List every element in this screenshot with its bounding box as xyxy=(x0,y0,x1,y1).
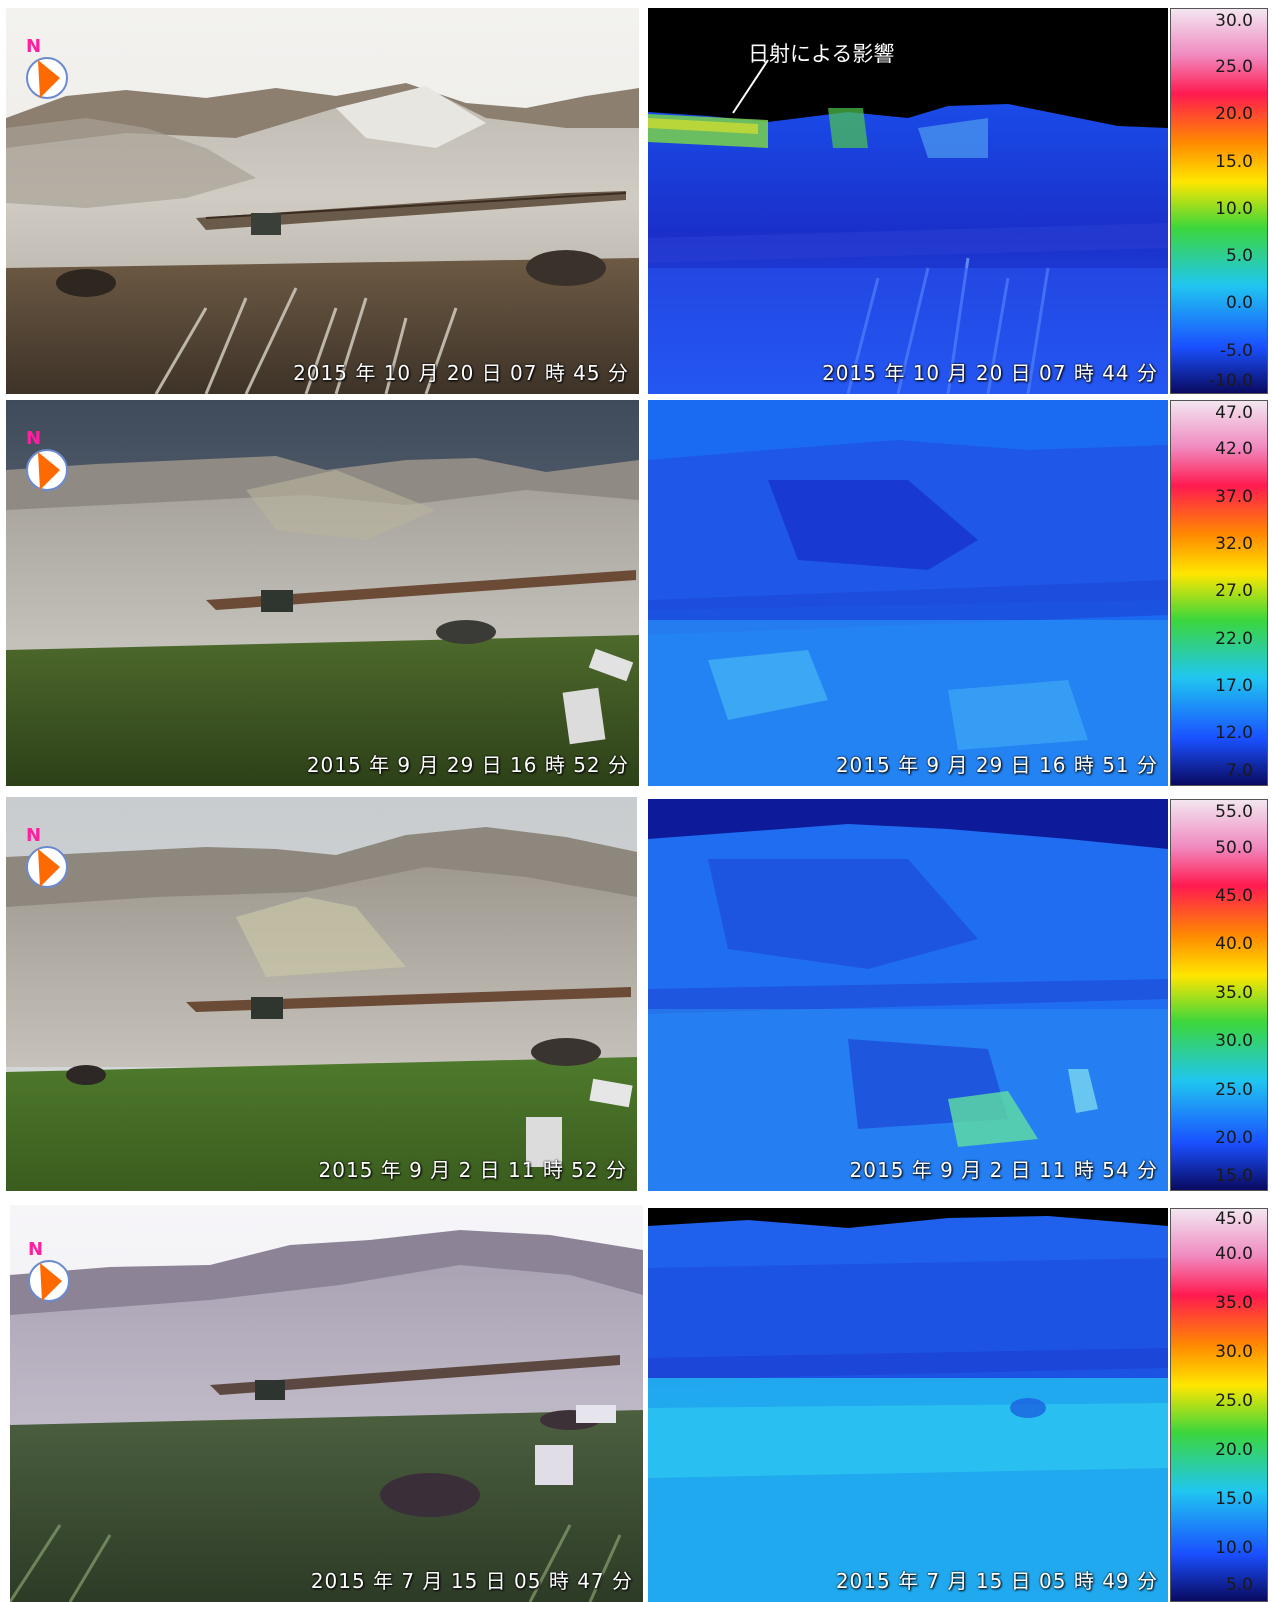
scale-tick: 47.0 xyxy=(1215,403,1253,423)
scale-tick: 17.0 xyxy=(1215,676,1253,696)
scale-tick: 25.0 xyxy=(1215,1391,1253,1411)
photo-timestamp-2: 2015 年 9 月 29 日 16 時 52 分 xyxy=(306,753,629,777)
scale-tick: 30.0 xyxy=(1215,1342,1253,1362)
scale-tick: 10.0 xyxy=(1215,1538,1253,1558)
temperature-scale-4: 45.0 40.0 35.0 30.0 25.0 20.0 15.0 10.0 … xyxy=(1170,1208,1268,1602)
image-row-1: N 2015 年 10 月 20 日 07 時 45 分 日射に xyxy=(0,8,1272,394)
scale-tick: 0.0 xyxy=(1225,293,1253,313)
scale-tick: 30.0 xyxy=(1215,11,1253,31)
scale-tick: 25.0 xyxy=(1215,1080,1253,1100)
thermal-timestamp-4: 2015 年 7 月 15 日 05 時 49 分 xyxy=(835,1569,1158,1593)
visible-photo-4: N 2015 年 7 月 15 日 05 時 47 分 xyxy=(10,1205,643,1602)
scale-tick: 15.0 xyxy=(1215,152,1253,172)
scale-tick: 15.0 xyxy=(1215,1166,1253,1186)
photo-timestamp-1: 2015 年 10 月 20 日 07 時 45 分 xyxy=(293,361,629,385)
temperature-scale-3: 55.0 50.0 45.0 40.0 35.0 30.0 25.0 20.0 … xyxy=(1170,799,1268,1191)
image-row-2: N 2015 年 9 月 29 日 16 時 52 分 2015 年 9 月 2… xyxy=(0,400,1272,786)
thermal-image-4: 2015 年 7 月 15 日 05 時 49 分 xyxy=(648,1208,1168,1602)
scale-tick: 45.0 xyxy=(1215,886,1253,906)
scale-tick: 5.0 xyxy=(1225,246,1253,266)
solar-effect-annotation: 日射による影響 xyxy=(748,42,895,66)
compass-n-label: N xyxy=(26,36,41,57)
scale-tick: 10.0 xyxy=(1215,199,1253,219)
thermal-image-3: 2015 年 9 月 2 日 11 時 54 分 xyxy=(648,799,1168,1191)
image-row-4: N 2015 年 7 月 15 日 05 時 47 分 2015 年 7 月 1… xyxy=(0,1205,1272,1602)
scale-tick: -5.0 xyxy=(1219,341,1253,361)
scale-tick: 37.0 xyxy=(1215,487,1253,507)
scale-tick: 27.0 xyxy=(1215,581,1253,601)
thermal-image-2: 2015 年 9 月 29 日 16 時 51 分 xyxy=(648,400,1168,786)
scale-tick: -10.0 xyxy=(1209,371,1253,391)
visible-photo-3: N 2015 年 9 月 2 日 11 時 52 分 xyxy=(6,797,637,1191)
scale-tick: 15.0 xyxy=(1215,1489,1253,1509)
scale-tick: 5.0 xyxy=(1225,1575,1253,1595)
photo-timestamp-3: 2015 年 9 月 2 日 11 時 52 分 xyxy=(318,1158,627,1182)
visible-photo-2: N 2015 年 9 月 29 日 16 時 52 分 xyxy=(6,400,639,786)
scale-tick: 30.0 xyxy=(1215,1031,1253,1051)
temperature-scale-1: 30.0 25.0 20.0 15.0 10.0 5.0 0.0 -5.0 -1… xyxy=(1170,8,1268,394)
photo-timestamp-4: 2015 年 7 月 15 日 05 時 47 分 xyxy=(310,1569,633,1593)
scale-tick: 12.0 xyxy=(1215,723,1253,743)
temperature-scale-2: 47.0 42.0 37.0 32.0 27.0 22.0 17.0 12.0 … xyxy=(1170,400,1268,786)
scale-tick: 42.0 xyxy=(1215,439,1253,459)
thermal-timestamp-1: 2015 年 10 月 20 日 07 時 44 分 xyxy=(822,361,1158,385)
scale-tick: 35.0 xyxy=(1215,983,1253,1003)
scale-tick: 25.0 xyxy=(1215,57,1253,77)
scale-tick: 20.0 xyxy=(1215,1128,1253,1148)
scale-tick: 45.0 xyxy=(1215,1209,1253,1229)
north-compass-icon: N xyxy=(20,36,74,102)
image-row-3: N 2015 年 9 月 2 日 11 時 52 分 2015 年 9 月 2 … xyxy=(0,797,1272,1191)
thermal-timestamp-2: 2015 年 9 月 29 日 16 時 51 分 xyxy=(835,753,1158,777)
scale-tick: 55.0 xyxy=(1215,802,1253,822)
thermal-timestamp-3: 2015 年 9 月 2 日 11 時 54 分 xyxy=(849,1158,1158,1182)
scale-tick: 35.0 xyxy=(1215,1293,1253,1313)
compass-n-label: N xyxy=(26,825,41,846)
scale-tick: 40.0 xyxy=(1215,934,1253,954)
scale-tick: 22.0 xyxy=(1215,629,1253,649)
north-compass-icon: N xyxy=(22,1239,76,1305)
north-compass-icon: N xyxy=(20,825,74,891)
scale-tick: 7.0 xyxy=(1225,761,1253,781)
visible-photo-1: N 2015 年 10 月 20 日 07 時 45 分 xyxy=(6,8,639,394)
compass-n-label: N xyxy=(26,428,41,449)
scale-tick: 20.0 xyxy=(1215,1440,1253,1460)
compass-n-label: N xyxy=(28,1239,43,1260)
north-compass-icon: N xyxy=(20,428,74,494)
scale-tick: 32.0 xyxy=(1215,534,1253,554)
scale-tick: 50.0 xyxy=(1215,838,1253,858)
scale-tick: 20.0 xyxy=(1215,104,1253,124)
thermal-image-1: 日射による影響 2015 年 10 月 20 日 07 時 44 分 xyxy=(648,8,1168,394)
scale-tick: 40.0 xyxy=(1215,1244,1253,1264)
